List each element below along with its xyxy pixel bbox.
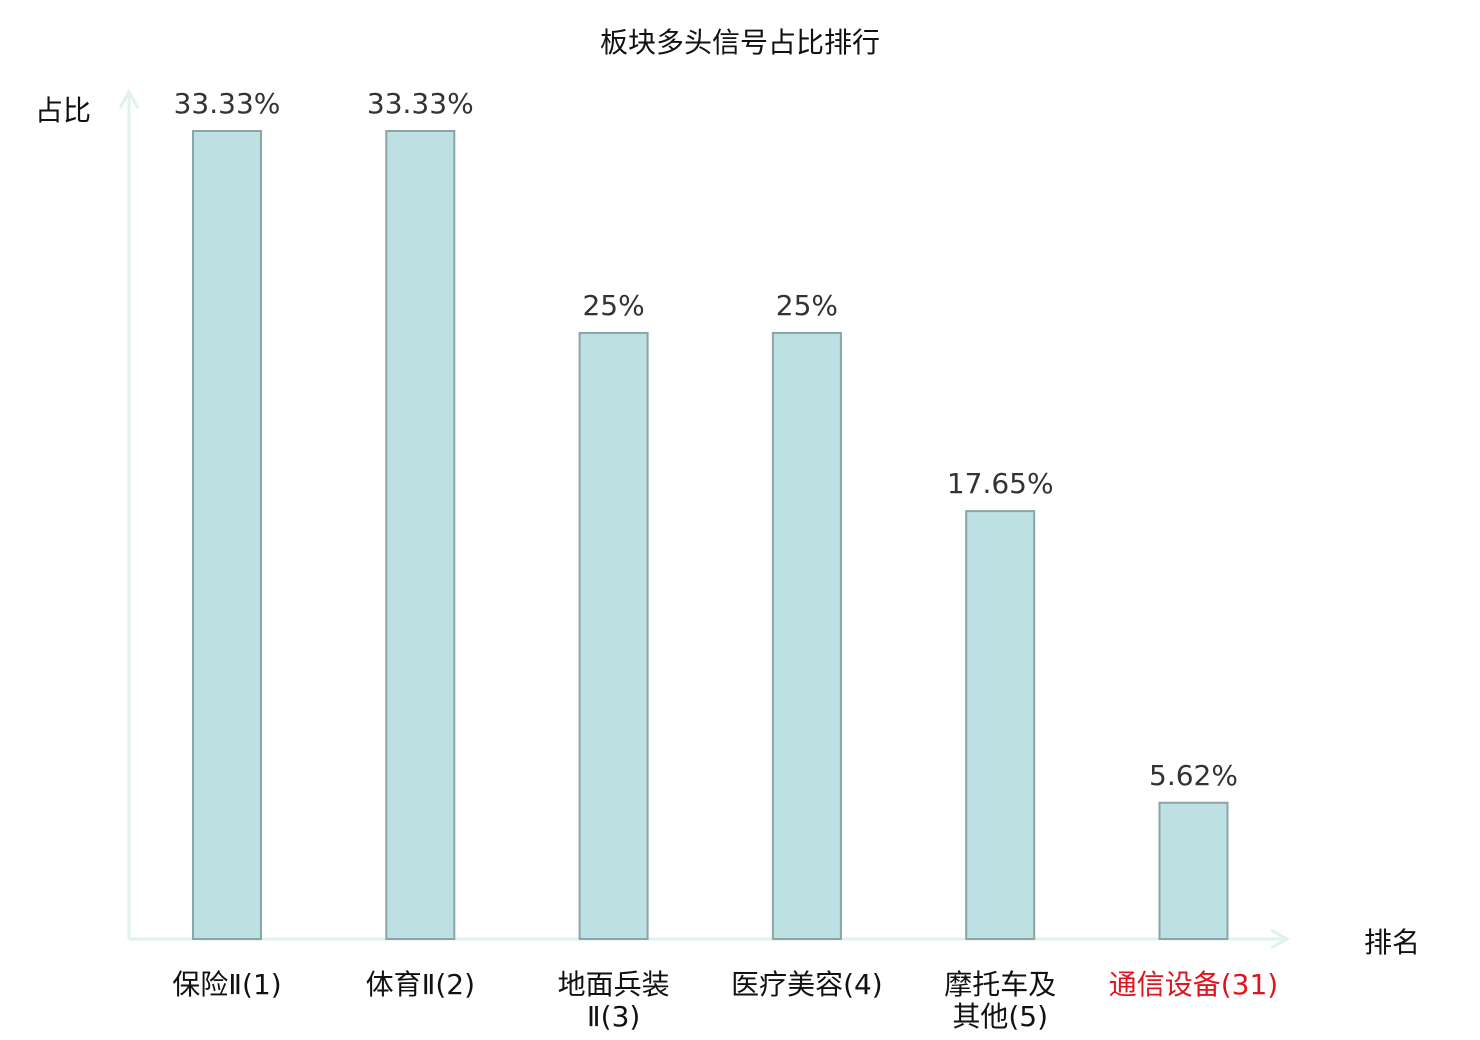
category-label: 保险Ⅱ(1)	[172, 968, 281, 1001]
bar	[1158, 801, 1229, 940]
value-label: 25%	[776, 289, 838, 322]
value-label: 17.65%	[947, 467, 1054, 500]
bar	[771, 331, 842, 940]
bars-group	[192, 130, 1229, 940]
bar	[192, 130, 262, 940]
category-label: 摩托车及	[944, 968, 1056, 1001]
bar	[965, 510, 1036, 940]
bar	[385, 130, 456, 940]
category-label: 地面兵装	[558, 968, 670, 1001]
axes	[118, 88, 1291, 950]
value-labels-group: 33.33% 33.33% 25% 25% 17.65% 5.62%	[174, 87, 1238, 792]
category-label: Ⅱ(3)	[587, 1000, 640, 1033]
x-axis-label: 排名	[1364, 926, 1420, 959]
value-label: 33.33%	[367, 87, 474, 120]
chart-title: 板块多头信号占比排行	[600, 26, 880, 59]
value-label: 33.33%	[174, 87, 281, 120]
y-axis-arrow	[118, 88, 140, 109]
category-label: 体育Ⅱ(2)	[366, 968, 475, 1001]
category-label: 通信设备(31)	[1109, 968, 1278, 1001]
category-label: 其他(5)	[952, 1000, 1048, 1033]
value-label: 5.62%	[1149, 759, 1238, 792]
x-axis-arrow	[1270, 928, 1291, 950]
category-label: 医疗美容(4)	[731, 968, 883, 1001]
value-label: 25%	[582, 289, 644, 322]
y-axis-label: 占比	[35, 94, 91, 127]
bar	[578, 331, 649, 940]
